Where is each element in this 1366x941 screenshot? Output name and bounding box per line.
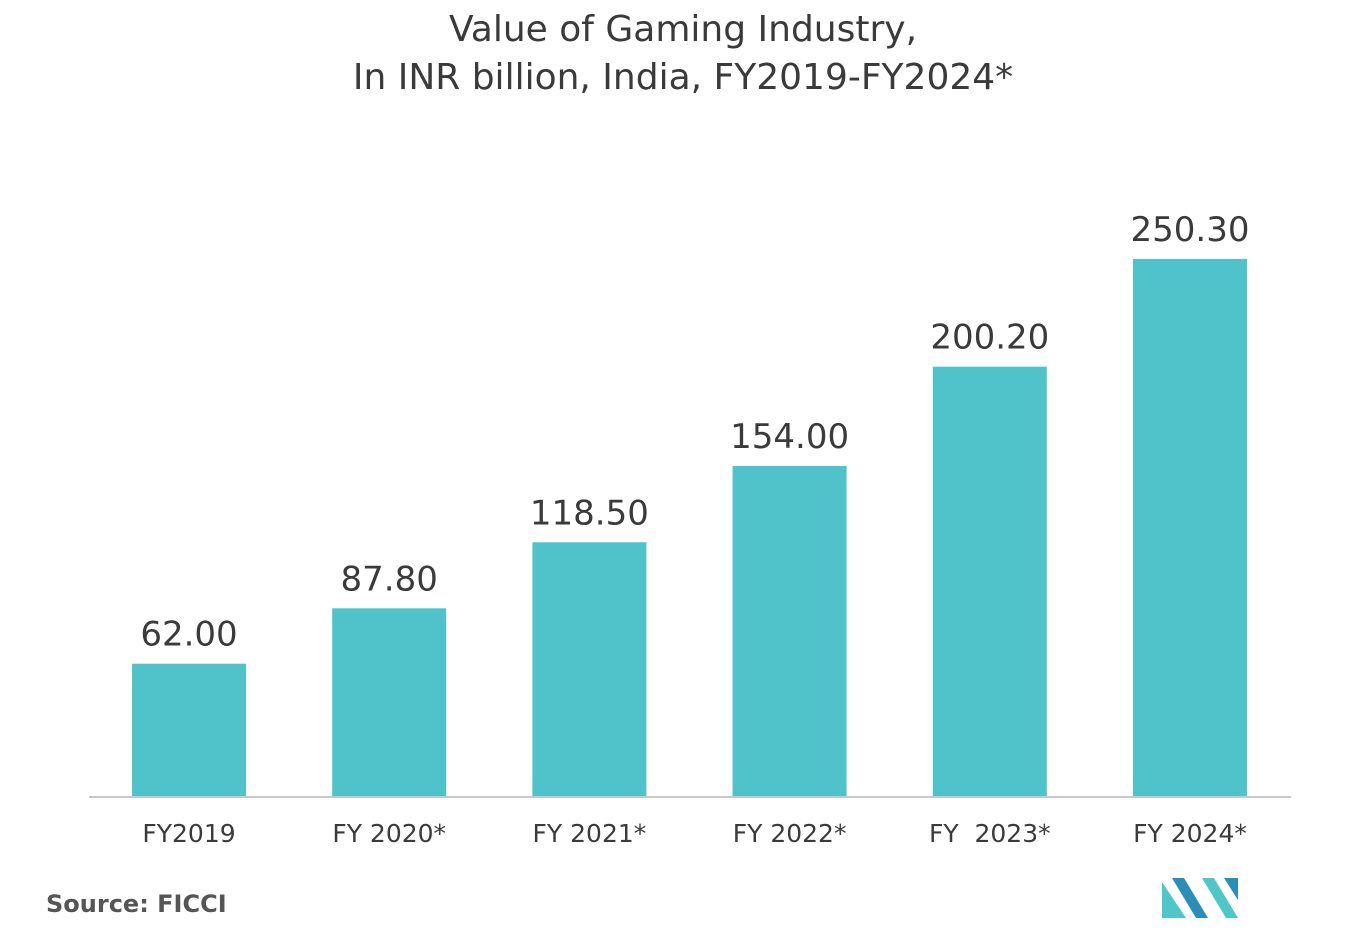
value-label-2: 118.50 [530, 493, 649, 533]
chart-title-line-1: Value of Gaming Industry, [448, 9, 918, 50]
value-label-4: 200.20 [930, 318, 1049, 358]
value-label-3: 154.00 [730, 417, 849, 457]
bar-1 [332, 608, 447, 797]
bar-5 [1133, 259, 1247, 797]
value-label-1: 87.80 [341, 559, 438, 599]
category-labels-layer: FY2019 FY 2020* FY 2021* FY 2022* FY 2023* FY… [142, 819, 1247, 848]
category-label-5: FY 2024* [1133, 819, 1247, 848]
value-label-5: 250.30 [1131, 210, 1250, 250]
bar-2 [532, 542, 647, 797]
value-labels-layer: 62.00 87.80 118.50 154.00 200.20 250.30 [140, 210, 1249, 655]
mordor-intelligence-logo-icon [1162, 878, 1238, 918]
bars-layer [132, 259, 1247, 797]
source-note: Source: FICCI [46, 890, 227, 918]
bar-3 [732, 466, 847, 797]
bar-0 [132, 663, 246, 797]
category-label-4: FY 2023* [929, 819, 1051, 848]
category-label-2: FY 2021* [533, 819, 647, 848]
value-label-0: 62.00 [140, 615, 237, 655]
chart-title-line-2: In INR billion, India, FY2019-FY2024* [352, 57, 1014, 98]
category-label-1: FY 2020* [332, 819, 446, 848]
category-label-0: FY2019 [142, 819, 235, 848]
category-label-3: FY 2022* [733, 819, 847, 848]
bar-4 [932, 366, 1047, 797]
